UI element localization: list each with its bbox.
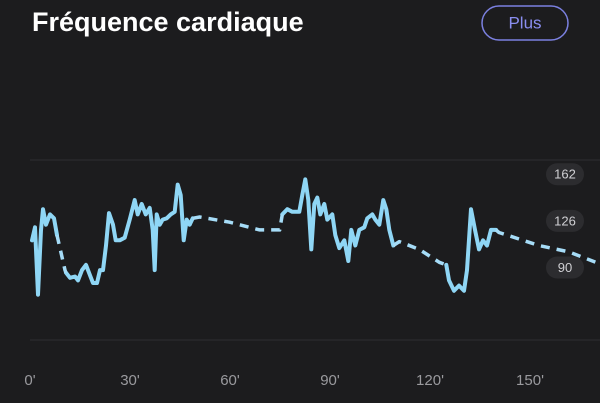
x-tick-label: 90' [320,372,340,389]
dashed-line [55,214,600,274]
y-tick-label: 90 [558,260,572,275]
y-tick-label: 126 [554,213,576,228]
x-tick-label: 0' [24,372,35,389]
y-tick-pill [546,209,584,232]
heart-rate-line [30,177,498,297]
y-tick-pill [546,163,584,186]
x-tick-label: 60' [220,372,240,389]
title: Fréquence cardiaque [32,7,304,37]
y-tick-pill [546,256,584,279]
x-tick-label: 120' [416,372,444,389]
x-tick-label: 150' [516,372,544,389]
x-tick-label: 30' [120,372,140,389]
plus-button[interactable] [481,5,569,41]
y-tick-label: 162 [554,167,576,182]
plus-button-label[interactable]: Plus [508,13,541,32]
